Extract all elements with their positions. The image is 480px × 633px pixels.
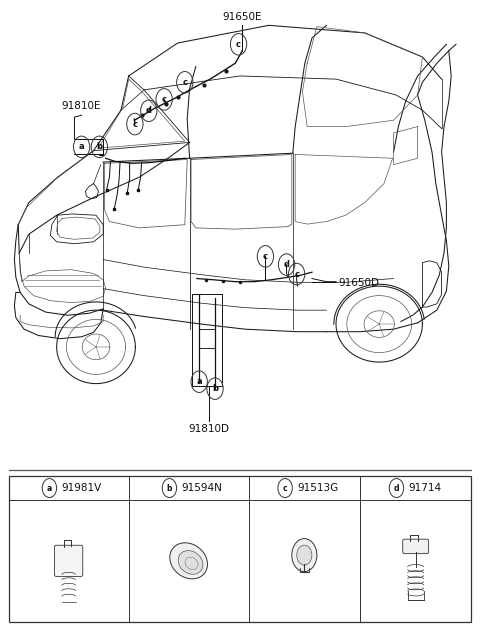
Text: c: c xyxy=(236,40,241,49)
Text: 91594N: 91594N xyxy=(181,483,222,493)
Text: a: a xyxy=(196,377,202,386)
Text: 91650D: 91650D xyxy=(338,278,379,288)
Text: c: c xyxy=(132,120,137,128)
Text: b: b xyxy=(96,142,102,151)
Ellipse shape xyxy=(170,542,207,579)
Text: 91810E: 91810E xyxy=(62,101,101,111)
Circle shape xyxy=(292,539,317,572)
Text: 91981V: 91981V xyxy=(61,483,102,493)
Text: c: c xyxy=(182,78,187,87)
Text: c: c xyxy=(283,484,288,492)
Text: d: d xyxy=(146,106,152,115)
Bar xyxy=(9,476,471,622)
Text: 91810D: 91810D xyxy=(188,424,229,434)
Text: a: a xyxy=(79,142,84,151)
Text: c: c xyxy=(162,95,167,104)
Text: d: d xyxy=(284,260,289,269)
Text: b: b xyxy=(167,484,172,492)
Text: c: c xyxy=(294,270,299,279)
Circle shape xyxy=(297,545,312,565)
Text: a: a xyxy=(47,484,52,492)
FancyBboxPatch shape xyxy=(403,539,429,554)
Ellipse shape xyxy=(178,551,203,574)
Text: 91513G: 91513G xyxy=(297,483,338,493)
Text: 91650E: 91650E xyxy=(223,12,262,22)
Text: d: d xyxy=(394,484,399,492)
Text: c: c xyxy=(263,252,268,261)
Text: b: b xyxy=(212,384,218,393)
Text: 91714: 91714 xyxy=(408,483,442,493)
FancyBboxPatch shape xyxy=(55,545,83,577)
